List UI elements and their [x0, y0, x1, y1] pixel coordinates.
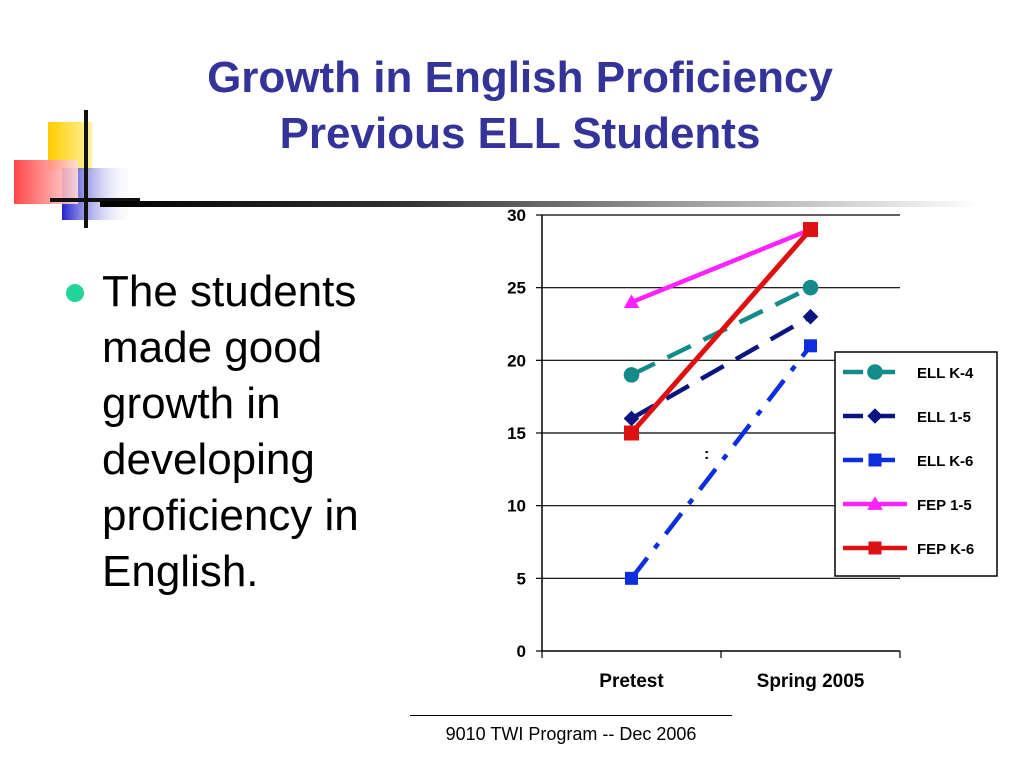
data-point: [803, 222, 818, 238]
legend-label: FEP 1-5: [917, 497, 972, 514]
title-line-1: Growth in English Proficiency: [207, 53, 833, 102]
data-point: [623, 367, 640, 383]
series-line: [630, 227, 812, 305]
data-point: [802, 308, 819, 325]
series-fep-1-5: [623, 221, 819, 309]
series-line: [630, 314, 812, 421]
x-tick-label: Pretest: [599, 671, 664, 692]
y-tick-label: 15: [507, 424, 526, 443]
title-divider: [100, 201, 980, 207]
legend-item: FEP 1-5: [843, 496, 972, 514]
y-tick-label: 25: [507, 279, 526, 298]
footer-text: 9010 TWI Program -- Dec 2006: [445, 724, 697, 744]
series-fep-k-6: [624, 222, 818, 441]
data-point: [625, 571, 638, 585]
legend-marker: [867, 496, 883, 510]
y-tick-label: 20: [507, 351, 526, 370]
legend-label: ELL 1-5: [917, 409, 971, 426]
legend-item: ELL K-4: [843, 364, 974, 382]
series-line: [629, 344, 813, 580]
data-point: [624, 425, 639, 441]
legend-box: [834, 351, 998, 577]
series-line: [629, 227, 813, 435]
title-line-2: Previous ELL Students: [279, 109, 761, 158]
y-tick-label: 5: [517, 569, 526, 588]
chart-gridlines: [542, 214, 900, 579]
legend-label: ELL K-4: [917, 365, 974, 382]
legend-label: ELL K-6: [917, 453, 973, 470]
decorative-squares: [14, 110, 140, 228]
x-tick-label: Spring 2005: [757, 671, 865, 692]
legend-marker: [867, 364, 883, 380]
y-tick-label: 10: [507, 497, 526, 516]
legend-item: ELL K-6: [843, 453, 973, 470]
series-ell-k-6: [625, 339, 817, 585]
chart-axes: 0 5 10 15 20 25 30 Pretest Spring 2005: [507, 206, 901, 692]
chart-series: :: [623, 221, 819, 585]
bullet-text: The students made good growth in develop…: [102, 267, 359, 596]
footer-divider: [410, 715, 732, 716]
legend-item: FEP K-6: [843, 541, 974, 558]
slide-title: Growth in English Proficiency Previous E…: [130, 50, 910, 162]
chart-legend: ELL K-4 ELL 1-5 ELL K-6 FEP 1-5 FEP K-6: [834, 351, 998, 577]
y-tick-label: 30: [507, 206, 526, 225]
legend-label: FEP K-6: [917, 541, 974, 558]
line-chart: 0 5 10 15 20 25 30 Pretest Spring 2005 : ELL K-4…: [507, 206, 998, 692]
data-point: [623, 294, 640, 309]
data-point: [804, 339, 817, 353]
chart-annotation: :: [704, 446, 709, 463]
bullet-dot-icon: [66, 284, 84, 302]
legend-marker: [868, 541, 882, 555]
y-tick-label: 0: [517, 642, 526, 661]
data-point: [802, 279, 819, 296]
legend-marker: [868, 453, 882, 467]
